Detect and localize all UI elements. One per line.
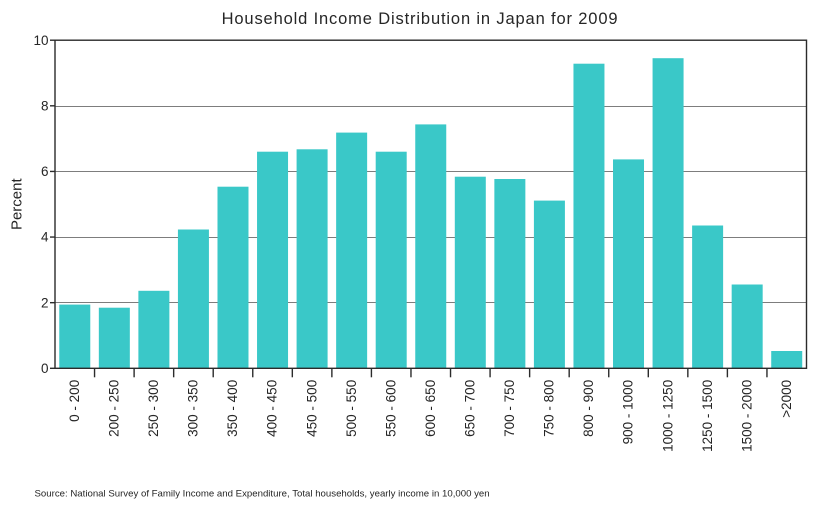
svg-text:400 - 450: 400 - 450: [265, 380, 280, 437]
svg-text:500 - 550: 500 - 550: [344, 380, 359, 437]
svg-text:Source: National Survey of Fam: Source: National Survey of Family Income…: [35, 489, 490, 500]
svg-text:450 - 500: 450 - 500: [304, 380, 319, 437]
svg-text:250 - 300: 250 - 300: [146, 380, 161, 437]
svg-text:800 - 900: 800 - 900: [581, 380, 596, 437]
svg-text:1000 - 1250: 1000 - 1250: [660, 380, 675, 452]
svg-text:4: 4: [41, 230, 49, 245]
svg-text:0: 0: [41, 361, 49, 376]
svg-text:>2000: >2000: [779, 380, 794, 418]
svg-text:6: 6: [41, 164, 49, 179]
svg-text:900 - 1000: 900 - 1000: [621, 380, 636, 445]
svg-text:1250 - 1500: 1250 - 1500: [700, 380, 715, 452]
svg-text:350 - 400: 350 - 400: [225, 380, 240, 437]
svg-text:650 - 700: 650 - 700: [463, 380, 478, 437]
svg-text:10: 10: [33, 33, 48, 48]
svg-text:1500 - 2000: 1500 - 2000: [739, 380, 754, 452]
svg-text:750 - 800: 750 - 800: [542, 380, 557, 437]
svg-text:300 - 350: 300 - 350: [186, 380, 201, 437]
svg-text:0 - 200: 0 - 200: [67, 380, 82, 422]
svg-text:700 - 750: 700 - 750: [502, 380, 517, 437]
svg-text:Percent: Percent: [9, 178, 26, 231]
svg-text:Household Income Distribution: Household Income Distribution in Japan f…: [222, 10, 619, 28]
svg-text:200 - 250: 200 - 250: [107, 380, 122, 437]
svg-text:600 - 650: 600 - 650: [423, 380, 438, 437]
svg-text:2: 2: [41, 295, 49, 310]
svg-text:8: 8: [41, 98, 49, 113]
svg-text:550 - 600: 550 - 600: [383, 380, 398, 437]
